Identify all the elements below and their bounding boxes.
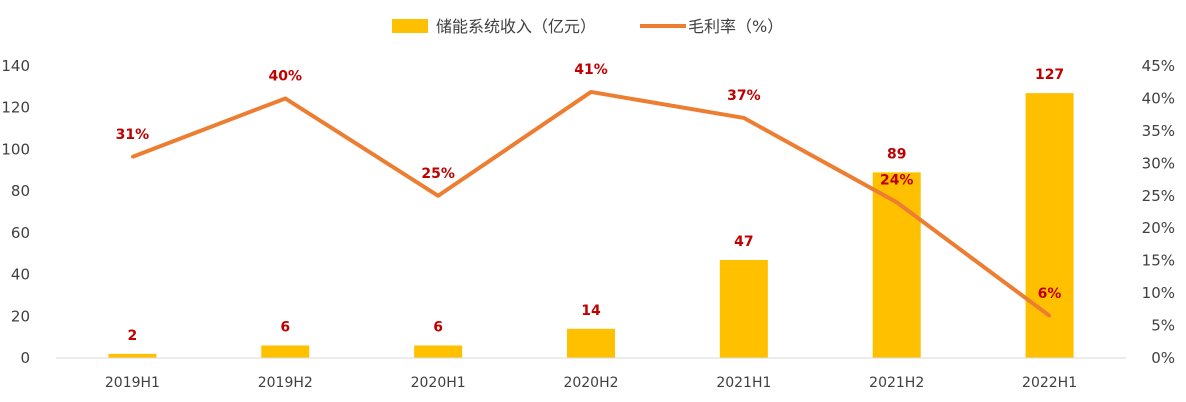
line-point	[436, 194, 440, 198]
right-tick-label: 25%	[1142, 187, 1175, 205]
left-tick-label: 140	[1, 57, 30, 75]
legend-item-line: 毛利率（%）	[640, 17, 783, 36]
line-data-label: 40%	[269, 68, 303, 84]
line-series: 31% 40% 25% 41% 37% 24% 6%	[116, 62, 1062, 318]
right-tick-label: 0%	[1151, 349, 1175, 367]
line-point	[283, 96, 287, 100]
line-point	[1048, 314, 1052, 318]
left-tick-label: 0	[20, 349, 30, 367]
bar-data-label: 6	[280, 319, 290, 335]
x-tick-label: 2019H1	[105, 375, 160, 391]
right-tick-label: 15%	[1142, 252, 1175, 270]
line-point	[742, 116, 746, 120]
line-point	[130, 155, 134, 159]
x-tick-label: 2021H1	[716, 375, 771, 391]
bar	[261, 345, 310, 358]
x-tick-label: 2021H2	[869, 375, 924, 391]
bar-data-label: 47	[734, 234, 753, 250]
right-tick-label: 45%	[1142, 57, 1175, 75]
legend-item-bar: 储能系统收入（亿元）	[392, 17, 596, 36]
bar	[414, 345, 463, 358]
left-tick-label: 60	[11, 224, 30, 242]
left-tick-label: 40	[11, 266, 30, 284]
right-tick-label: 40%	[1142, 89, 1175, 107]
right-tick-label: 35%	[1142, 122, 1175, 140]
right-tick-label: 20%	[1142, 219, 1175, 237]
bar	[567, 328, 615, 358]
line-data-label: 24%	[880, 172, 914, 188]
line-data-label: 41%	[574, 62, 608, 78]
line-data-label: 31%	[116, 127, 150, 143]
bar-data-label: 6	[433, 319, 443, 335]
line-data-label: 25%	[421, 166, 455, 182]
x-tick-label: 2022H1	[1022, 375, 1077, 391]
left-tick-label: 20	[11, 307, 30, 325]
bar	[719, 259, 768, 358]
bar-data-label: 2	[128, 328, 138, 344]
legend-label-bar: 储能系统收入（亿元）	[436, 17, 596, 36]
left-tick-label: 80	[11, 182, 30, 200]
x-tick-label: 2020H2	[563, 375, 618, 391]
x-tick-label: 2020H1	[411, 375, 466, 391]
line-point	[589, 90, 593, 94]
bar	[1025, 93, 1074, 358]
bar-data-label: 14	[581, 303, 601, 319]
line-data-label: 6%	[1038, 286, 1062, 302]
bar	[108, 353, 157, 358]
line-data-label: 37%	[727, 88, 761, 104]
right-tick-label: 10%	[1142, 284, 1175, 302]
bar-data-label: 127	[1035, 67, 1064, 83]
x-tick-label: 2019H2	[258, 375, 313, 391]
legend-swatch-bar	[392, 19, 428, 33]
bar-data-label: 89	[887, 146, 906, 162]
left-tick-label: 120	[1, 99, 30, 117]
right-tick-label: 5%	[1151, 317, 1175, 335]
right-axis: 0% 5% 10% 15% 20% 25% 30% 35% 40% 45%	[1142, 57, 1175, 367]
left-axis: 0 20 40 60 80 100 120 140	[1, 57, 30, 367]
left-tick-label: 100	[1, 140, 30, 158]
legend: 储能系统收入（亿元） 毛利率（%）	[392, 17, 783, 36]
x-axis: 2019H1 2019H2 2020H1 2020H2 2021H1 2021H2 2022…	[105, 375, 1077, 391]
right-tick-label: 30%	[1142, 154, 1175, 172]
legend-label-line: 毛利率（%）	[688, 17, 783, 36]
line-point	[895, 200, 899, 204]
